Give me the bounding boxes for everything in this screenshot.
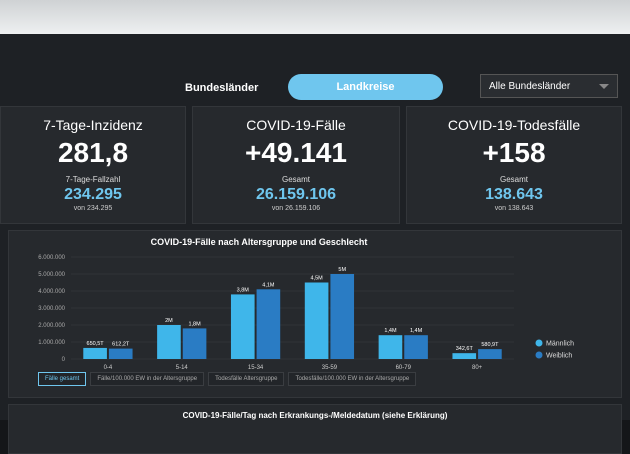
value-label: 1,4M (384, 328, 397, 334)
chart: COVID-19-Fälle nach Altersgruppe und Ges… (38, 237, 574, 371)
screen: Bundesländer Landkreise Alle Bundeslände… (0, 34, 630, 454)
value-label: 1,4M (410, 328, 423, 334)
x-tick-label: 35-59 (322, 365, 338, 371)
card-value: 281,8 (57, 137, 129, 168)
value-label: 580,9T (481, 342, 499, 348)
bar (83, 347, 107, 359)
chart-tab[interactable]: Fälle/100.000 EW in der Altersgruppe (90, 372, 205, 386)
value-label: 3,8M (237, 287, 250, 293)
bar (478, 349, 502, 359)
y-tick-label: 3.000.000 (38, 306, 65, 312)
bar (330, 274, 355, 359)
bar (452, 353, 477, 359)
nav-tab-active[interactable]: Landkreise (288, 74, 443, 100)
legend-swatch (535, 351, 543, 359)
bar (304, 282, 329, 359)
y-tick-label: 0 (62, 357, 66, 363)
x-tick-label: 60-79 (396, 365, 412, 371)
value-label: 4,1M (262, 282, 275, 288)
bar (256, 289, 281, 359)
card-title: COVID-19-Fälle (246, 117, 346, 133)
card-title: 7-Tage-Inzidenz (43, 117, 143, 133)
value-label: 1,8M (188, 321, 201, 327)
chart-tab[interactable]: Fälle gesamt (38, 372, 87, 386)
legend-label: Weiblich (546, 353, 572, 360)
value-label: 2M (165, 318, 173, 324)
value-label: 5M (338, 267, 346, 273)
bezel (0, 0, 630, 34)
x-tick-label: 5-14 (176, 365, 189, 371)
bar (404, 335, 428, 359)
legend-swatch (535, 339, 543, 347)
card-sub-value: 138.643 (485, 186, 543, 203)
card-sub-label: 7-Tage-Fallzahl (65, 175, 121, 184)
kpi-card: COVID-19-Fälle +49.141 Gesamt 26.159.106… (192, 106, 400, 224)
x-tick-label: 80+ (472, 365, 483, 371)
y-tick-label: 6.000.000 (38, 255, 65, 261)
bar (230, 294, 255, 359)
card-sub-label: Gesamt (281, 175, 310, 184)
legend-label: Männlich (546, 341, 574, 348)
x-tick-label: 15-34 (248, 365, 264, 371)
chart-title: COVID-19-Fälle nach Altersgruppe und Ges… (151, 237, 368, 247)
value-label: 612,2T (112, 342, 130, 348)
x-tick-label: 0-4 (104, 365, 113, 371)
card-sub-value: 26.159.106 (255, 186, 337, 203)
chart-tab[interactable]: Todesfälle Altersgruppe (208, 372, 285, 386)
card-sub-note: von 26.159.106 (271, 205, 321, 212)
card-sub-label: Gesamt (499, 175, 528, 184)
value-label: 4,5M (310, 276, 323, 282)
y-tick-label: 5.000.000 (38, 272, 65, 278)
chart-panel: COVID-19-Fälle nach Altersgruppe und Ges… (8, 230, 622, 398)
next-panel-title: COVID-19-Fälle/Tag nach Erkrankungs-/Mel… (182, 411, 448, 420)
value-label: 342,6T (456, 346, 474, 352)
bar (108, 348, 133, 359)
bar (157, 325, 181, 359)
bar (378, 335, 403, 359)
dropdown[interactable]: Alle Bundesländer (480, 74, 618, 98)
kpi-card: 7-Tage-Inzidenz 281,8 7-Tage-Fallzahl 23… (0, 106, 186, 224)
value-label: 650,5T (87, 341, 105, 347)
card-sub-value: 234.295 (64, 186, 122, 203)
y-tick-label: 2.000.000 (38, 323, 65, 329)
bar (182, 328, 207, 359)
chart-tab[interactable]: Todesfälle/100.000 EW in der Altersgrupp… (288, 372, 417, 386)
card-value: +158 (482, 137, 546, 168)
card-sub-note: von 234.295 (73, 205, 113, 212)
card-title: COVID-19-Todesfälle (447, 117, 581, 133)
y-tick-label: 1.000.000 (38, 340, 65, 346)
kpi-card: COVID-19-Todesfälle +158 Gesamt 138.643 … (406, 106, 622, 224)
nav-tab[interactable]: Bundesländer (185, 82, 259, 94)
next-panel: COVID-19-Fälle/Tag nach Erkrankungs-/Mel… (8, 404, 622, 454)
y-tick-label: 4.000.000 (38, 289, 65, 295)
chart-tabs: Fälle gesamt Fälle/100.000 EW in der Alte… (38, 372, 417, 386)
card-sub-note: von 138.643 (494, 205, 534, 212)
card-value: +49.141 (245, 137, 347, 168)
